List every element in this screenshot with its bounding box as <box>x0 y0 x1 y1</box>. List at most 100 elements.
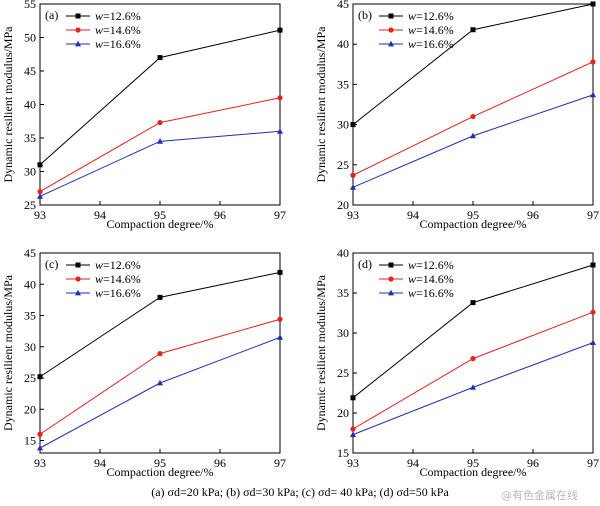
legend-label: w=12.6% <box>408 258 454 272</box>
data-point-square <box>37 162 43 168</box>
x-tick-label: 96 <box>214 208 226 222</box>
data-point-triangle <box>75 40 81 47</box>
data-point-triangle <box>388 289 394 296</box>
x-tick-label: 93 <box>34 456 46 470</box>
x-tick-label: 93 <box>34 208 46 222</box>
legend-label: w=12.6% <box>95 258 141 272</box>
legend-label: w=16.6% <box>95 37 141 51</box>
y-axis-label: Dynamic resilient modulus/MPa <box>314 26 328 183</box>
x-tick-label: 95 <box>467 456 479 470</box>
y-tick-label: 20 <box>337 198 349 212</box>
data-point-square <box>388 262 394 268</box>
x-tick-label: 94 <box>407 456 419 470</box>
data-point-square <box>75 13 81 19</box>
data-point-square <box>277 269 283 275</box>
y-tick-label: 30 <box>24 165 36 179</box>
data-point-triangle <box>470 384 476 390</box>
data-point-square <box>157 294 163 300</box>
figure: 93 94 95 96 97 25 30 35 40 45 50 55 Compaction degre… <box>1 0 599 479</box>
chart-panel-3: 93 94 95 96 97 15 20 25 30 35 40 45 Compaction degre… <box>1 246 286 479</box>
data-point-circle <box>37 431 43 437</box>
y-tick-label: 20 <box>24 402 36 416</box>
x-tick-label: 93 <box>347 208 359 222</box>
data-point-circle <box>590 59 596 65</box>
data-point-circle <box>388 276 394 282</box>
data-point-triangle <box>388 40 394 47</box>
legend-label: w=14.6% <box>408 23 454 37</box>
data-point-circle <box>277 316 283 322</box>
x-tick-label: 97 <box>587 456 599 470</box>
y-tick-label: 30 <box>337 326 349 340</box>
data-point-triangle <box>470 132 476 139</box>
series-line <box>352 311 594 430</box>
data-point-circle <box>590 309 596 315</box>
x-tick-label: 95 <box>467 208 479 222</box>
y-tick-label: 35 <box>24 131 36 145</box>
data-point-circle <box>37 189 43 195</box>
figure-caption: (a) σd=20 kPa; (b) σd=30 kPa; (c) σd= 40… <box>151 485 449 499</box>
data-point-triangle <box>37 193 43 199</box>
data-point-triangle <box>157 138 163 144</box>
data-point-square <box>37 374 43 380</box>
data-point-square <box>388 13 394 19</box>
x-tick-label: 95 <box>154 456 166 470</box>
x-tick-label: 97 <box>587 208 599 222</box>
y-axis-label: Dynamic resilient modulus/MPa <box>1 274 15 431</box>
data-point-triangle <box>75 289 81 296</box>
chart-panel-4: 93 94 95 96 97 15 20 25 30 35 40 Compaction degree/… <box>314 246 599 479</box>
x-tick-label: 96 <box>527 208 539 222</box>
data-point-triangle <box>37 444 43 451</box>
data-point-circle <box>470 113 476 120</box>
y-tick-label: 15 <box>24 434 36 448</box>
x-axis-label: Compaction degree/% <box>420 217 527 231</box>
data-point-circle <box>157 119 163 126</box>
data-point-circle <box>350 426 356 432</box>
series-line <box>39 318 281 435</box>
data-point-triangle <box>157 379 163 386</box>
x-axis-label: Compaction degree/% <box>107 465 214 479</box>
chart-panel-2: 93 94 95 96 97 20 25 30 35 40 45 Compaction degree/… <box>314 0 599 231</box>
x-tick-label: 94 <box>407 208 419 222</box>
plot-frame <box>352 3 594 206</box>
y-tick-label: 45 <box>337 0 349 11</box>
data-point-circle <box>277 95 283 101</box>
data-point-triangle <box>590 339 596 345</box>
y-axis-label: Dynamic resilient modulus/MPa <box>314 274 328 431</box>
y-tick-label: 15 <box>337 446 349 460</box>
y-tick-label: 55 <box>24 0 36 11</box>
y-tick-label: 35 <box>337 286 349 300</box>
data-point-triangle <box>590 91 596 98</box>
data-point-circle <box>388 27 394 33</box>
data-point-square <box>277 27 283 33</box>
plot-frame <box>39 3 281 206</box>
legend-label: w=12.6% <box>95 9 141 23</box>
x-tick-label: 97 <box>274 456 286 470</box>
series-line <box>39 97 281 193</box>
plot-frame <box>352 252 594 454</box>
panel-label: (b) <box>358 8 372 22</box>
series-line <box>39 271 281 378</box>
x-tick-label: 97 <box>274 208 286 222</box>
watermark: @有色金属在线 <box>501 489 578 502</box>
y-tick-label: 40 <box>24 277 36 291</box>
y-tick-label: 40 <box>337 37 349 51</box>
y-tick-label: 30 <box>337 118 349 132</box>
y-tick-label: 50 <box>24 31 36 45</box>
panel-label: (c) <box>45 257 58 271</box>
y-tick-label: 35 <box>24 309 36 323</box>
data-point-square <box>470 300 476 306</box>
data-point-triangle <box>277 334 283 340</box>
panel-label: (a) <box>45 8 58 22</box>
y-tick-label: 25 <box>24 198 36 212</box>
data-point-circle <box>75 276 81 282</box>
data-point-square <box>470 27 476 33</box>
data-point-square <box>75 262 81 268</box>
data-point-triangle <box>277 128 283 134</box>
y-tick-label: 45 <box>24 64 36 78</box>
series-line <box>352 3 594 125</box>
x-tick-label: 94 <box>94 208 106 222</box>
x-tick-label: 95 <box>154 208 166 222</box>
y-tick-label: 35 <box>337 77 349 91</box>
data-point-square <box>350 395 356 401</box>
data-point-triangle <box>350 184 356 190</box>
